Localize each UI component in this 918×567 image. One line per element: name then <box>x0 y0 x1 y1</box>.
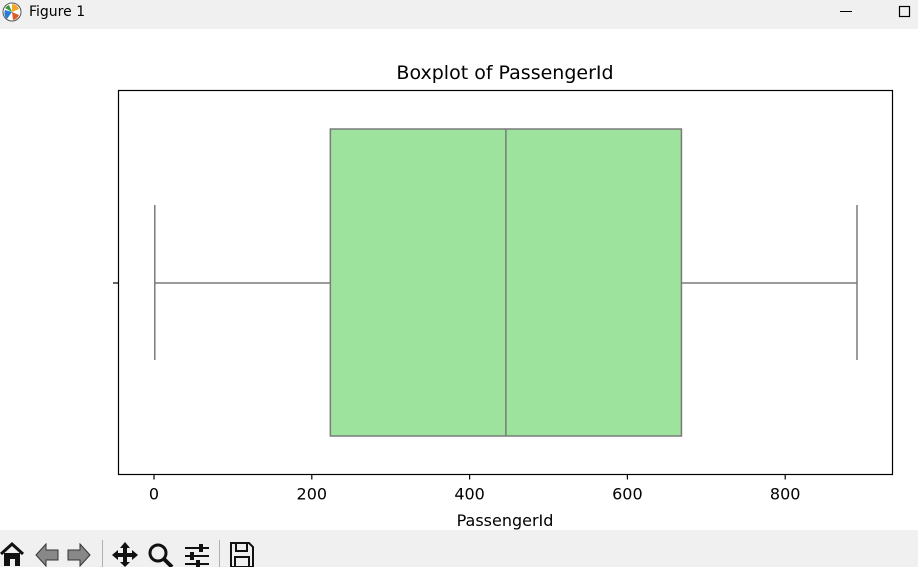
save-icon[interactable] <box>228 540 256 567</box>
back-arrow-icon[interactable] <box>33 540 61 567</box>
matplotlib-logo-icon <box>2 2 22 22</box>
x-tick-label: 200 <box>297 485 328 504</box>
boxplot-chart: Boxplot of PassengerId 0 200 400 600 800 Pas… <box>113 62 894 530</box>
maximize-button[interactable] <box>889 0 918 24</box>
minimize-button[interactable] <box>831 0 861 24</box>
x-tick-label: 600 <box>612 485 643 504</box>
x-tick-label: 0 <box>149 485 159 504</box>
box-element <box>154 128 858 437</box>
configure-subplots-icon[interactable] <box>182 540 212 567</box>
maximize-icon <box>898 5 911 18</box>
toolbar-separator <box>219 540 220 567</box>
pan-icon[interactable] <box>110 540 140 567</box>
figure-canvas[interactable]: Boxplot of PassengerId 0 200 400 600 800 Pas… <box>0 29 918 530</box>
zoom-icon[interactable] <box>146 540 176 567</box>
toolbar-separator <box>102 540 103 567</box>
home-icon[interactable] <box>0 540 26 567</box>
x-axis-label: PassengerId <box>457 511 554 530</box>
axes-frame <box>117 89 894 476</box>
x-tick-label: 800 <box>770 485 801 504</box>
navigation-toolbar <box>0 530 918 567</box>
x-tick-label: 400 <box>454 485 485 504</box>
window-titlebar: Figure 1 <box>0 0 918 29</box>
forward-arrow-icon[interactable] <box>65 540 93 567</box>
minimize-icon <box>840 11 852 12</box>
window-title: Figure 1 <box>29 4 86 20</box>
x-axis-ticks: 0 200 400 600 800 <box>149 474 801 504</box>
chart-title: Boxplot of PassengerId <box>396 62 613 84</box>
